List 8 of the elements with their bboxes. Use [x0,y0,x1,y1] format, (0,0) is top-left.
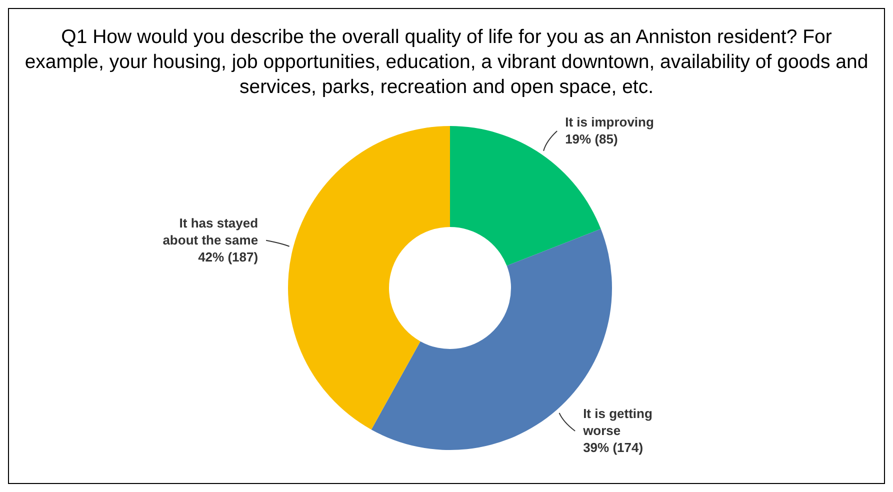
slice-label: It is improving [565,114,654,130]
slice-label: It has stayed about the same [162,215,258,248]
chart-title: Q1 How would you describe the overall quality of life for you as an Anniston resident? For example, your housing, job opportunities, education, a vibrant downtown, availability of goods and services, parks, recreation and open space, etc. [24,26,868,98]
data-label: 42% (187) [198,249,258,264]
data-label: 19% (85) [565,132,618,147]
donut-slice [288,126,450,430]
slice-label: It is getting worse [582,406,652,438]
data-label: 39% (174) [583,440,644,456]
